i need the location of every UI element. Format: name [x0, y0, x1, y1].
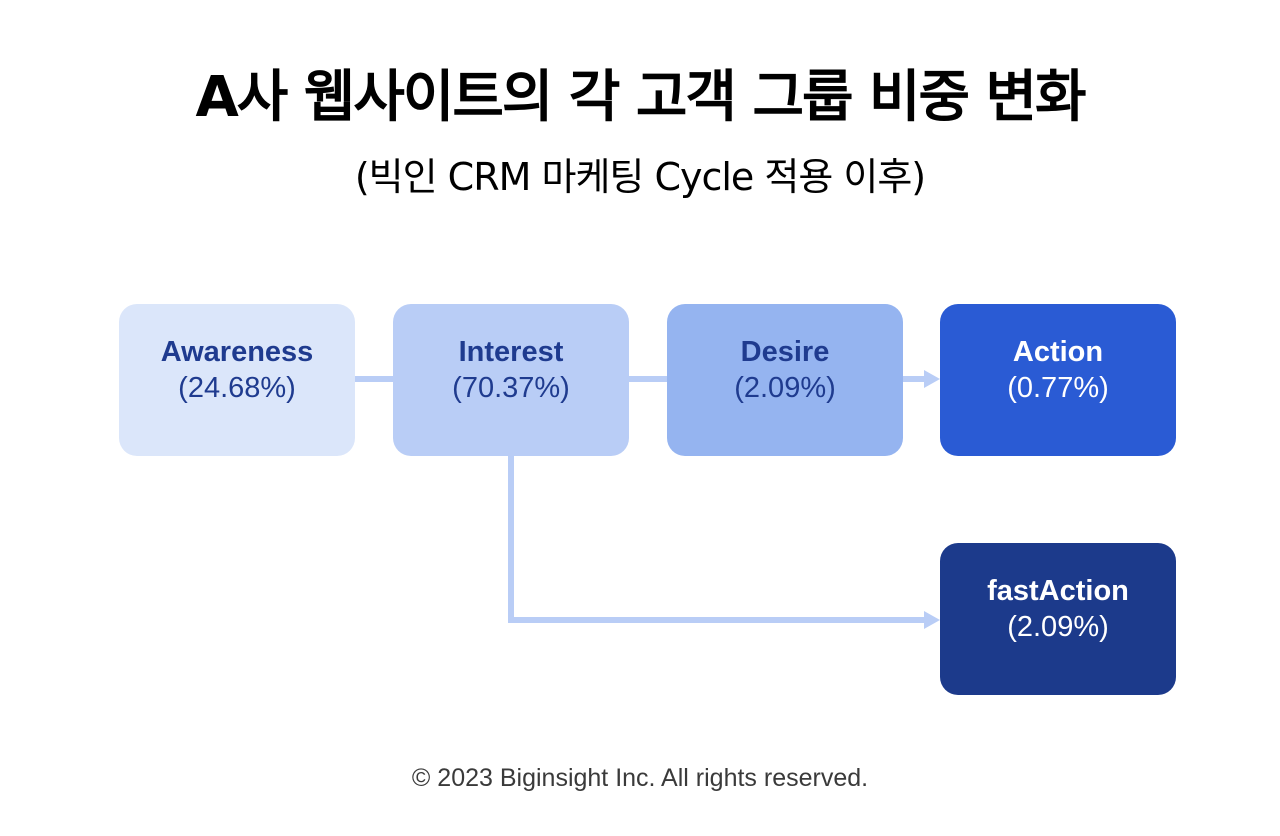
- node-label: Interest: [458, 336, 564, 368]
- node-interest: Interest (70.37%): [393, 304, 629, 456]
- page-title: A사 웹사이트의 각 고객 그룹 비중 변화: [195, 65, 1086, 130]
- node-awareness: Awareness (24.68%): [119, 304, 355, 456]
- node-action: Action (0.77%): [940, 304, 1176, 456]
- node-label: Desire: [740, 336, 830, 368]
- node-label: fastAction: [987, 575, 1129, 607]
- node-value: (0.77%): [1007, 372, 1109, 404]
- copyright-footer: © 2023 Biginsight Inc. All rights reserv…: [411, 764, 869, 792]
- node-label: Action: [1012, 336, 1104, 368]
- node-value: (2.09%): [1007, 611, 1109, 643]
- node-desire: Desire (2.09%): [667, 304, 903, 456]
- node-value: (24.68%): [178, 372, 296, 404]
- node-label: Awareness: [160, 336, 314, 368]
- node-value: (70.37%): [452, 372, 570, 404]
- connector-interest-fastaction: [508, 455, 926, 623]
- node-value: (2.09%): [734, 372, 836, 404]
- arrowhead-icon: [924, 611, 940, 629]
- arrowhead-icon: [924, 370, 940, 388]
- node-fastaction: fastAction (2.09%): [940, 543, 1176, 695]
- page-subtitle: (빅인 CRM 마케팅 Cycle 적용 이후): [354, 155, 926, 199]
